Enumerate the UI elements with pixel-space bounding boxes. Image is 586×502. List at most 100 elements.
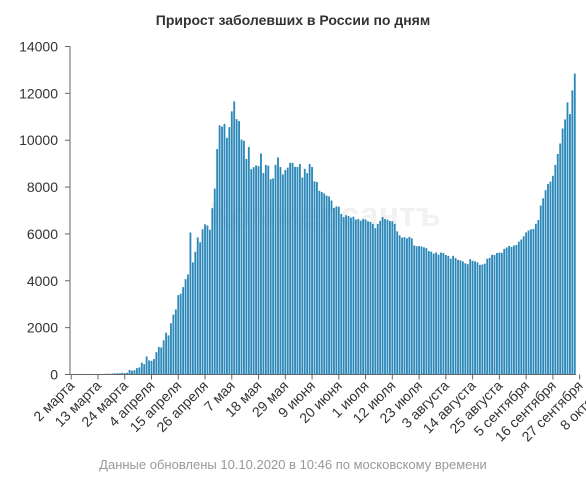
bar[interactable] <box>318 190 321 375</box>
bar[interactable] <box>532 228 535 375</box>
bar[interactable] <box>143 364 146 375</box>
bar[interactable] <box>345 215 348 375</box>
bar[interactable] <box>230 111 233 375</box>
bar[interactable] <box>279 167 282 375</box>
bar[interactable] <box>454 258 457 375</box>
bar[interactable] <box>359 220 362 375</box>
bar[interactable] <box>401 237 403 375</box>
bar[interactable] <box>573 73 576 375</box>
bar[interactable] <box>243 140 245 375</box>
bar[interactable] <box>340 213 343 375</box>
bar[interactable] <box>354 219 357 375</box>
bar[interactable] <box>335 206 338 375</box>
bar[interactable] <box>388 220 391 375</box>
bar[interactable] <box>396 231 399 375</box>
bar[interactable] <box>447 255 450 375</box>
bar[interactable] <box>367 221 369 375</box>
bar[interactable] <box>330 200 333 375</box>
bar[interactable] <box>228 127 231 375</box>
bar[interactable] <box>347 216 350 375</box>
bar[interactable] <box>140 362 143 375</box>
bar[interactable] <box>486 258 489 375</box>
bar[interactable] <box>179 293 182 375</box>
bar[interactable] <box>469 259 472 375</box>
bar[interactable] <box>196 237 199 375</box>
bar[interactable] <box>461 261 464 375</box>
bar[interactable] <box>320 191 323 375</box>
bar[interactable] <box>466 264 469 375</box>
bar[interactable] <box>167 335 170 375</box>
bar[interactable] <box>362 219 365 375</box>
bar[interactable] <box>342 217 345 375</box>
bar[interactable] <box>420 246 423 375</box>
bar[interactable] <box>201 229 204 375</box>
bar[interactable] <box>457 259 459 375</box>
bar[interactable] <box>508 245 511 375</box>
bar[interactable] <box>483 263 486 375</box>
bar[interactable] <box>571 90 574 375</box>
bar[interactable] <box>435 252 438 375</box>
bar[interactable] <box>306 173 309 375</box>
bar[interactable] <box>281 174 284 375</box>
bar[interactable] <box>272 178 275 375</box>
bar[interactable] <box>491 254 493 375</box>
bar[interactable] <box>289 162 292 375</box>
bar[interactable] <box>199 242 202 375</box>
bar[interactable] <box>534 223 537 375</box>
bar[interactable] <box>218 125 221 375</box>
bar[interactable] <box>118 373 121 375</box>
bar[interactable] <box>371 223 374 375</box>
bar[interactable] <box>296 166 299 375</box>
bar[interactable] <box>267 165 270 375</box>
bar[interactable] <box>386 219 389 375</box>
bar[interactable] <box>423 247 425 375</box>
bar[interactable] <box>500 252 503 375</box>
bar[interactable] <box>391 221 394 375</box>
bar[interactable] <box>542 198 545 375</box>
bar[interactable] <box>252 167 255 375</box>
bar[interactable] <box>128 369 131 375</box>
bar[interactable] <box>328 196 330 375</box>
bar[interactable] <box>116 373 119 375</box>
bar[interactable] <box>403 237 406 375</box>
bar[interactable] <box>114 373 116 375</box>
bar[interactable] <box>138 367 141 375</box>
bar[interactable] <box>111 373 114 375</box>
bar[interactable] <box>177 295 180 375</box>
bar[interactable] <box>498 252 501 375</box>
bar[interactable] <box>471 260 474 375</box>
bar[interactable] <box>376 224 379 375</box>
bar[interactable] <box>539 205 542 375</box>
bar[interactable] <box>398 235 401 375</box>
bar[interactable] <box>525 232 528 375</box>
bar[interactable] <box>554 164 557 375</box>
bar[interactable] <box>303 168 306 375</box>
bar[interactable] <box>384 219 386 375</box>
bar[interactable] <box>527 230 530 375</box>
bar[interactable] <box>537 219 540 375</box>
bar[interactable] <box>170 323 172 375</box>
bar[interactable] <box>561 128 564 375</box>
bar[interactable] <box>184 279 187 375</box>
bar[interactable] <box>189 232 192 375</box>
bar[interactable] <box>515 244 518 375</box>
bar[interactable] <box>187 274 189 375</box>
bar[interactable] <box>240 139 243 375</box>
bar[interactable] <box>247 147 250 375</box>
bar[interactable] <box>481 264 484 375</box>
bar[interactable] <box>208 229 211 375</box>
bar[interactable] <box>284 170 287 375</box>
bar[interactable] <box>415 246 418 375</box>
bar[interactable] <box>260 153 262 375</box>
bar[interactable] <box>513 245 515 375</box>
bar[interactable] <box>476 262 479 375</box>
bar[interactable] <box>204 224 206 375</box>
bar[interactable] <box>308 163 311 375</box>
bar[interactable] <box>559 143 562 375</box>
bar[interactable] <box>520 239 523 375</box>
bar[interactable] <box>503 248 506 375</box>
bar[interactable] <box>250 169 253 375</box>
bar[interactable] <box>313 181 316 375</box>
bar[interactable] <box>133 370 136 375</box>
bar[interactable] <box>437 254 440 375</box>
